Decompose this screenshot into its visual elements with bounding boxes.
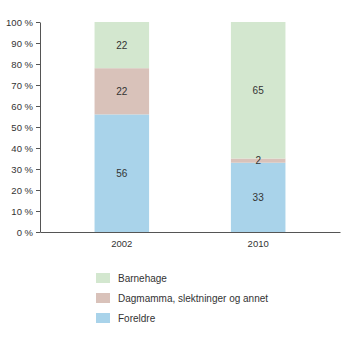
y-tick-label: 80 % <box>11 59 33 70</box>
y-tick-mark <box>36 85 40 86</box>
legend: Barnehage Dagmamma, slektninger og annet F… <box>96 273 268 324</box>
data-label: 56 <box>116 168 128 179</box>
legend-swatch <box>96 273 110 283</box>
bar-segment <box>95 114 150 232</box>
data-label: 65 <box>253 85 265 96</box>
y-axis-line <box>40 23 41 233</box>
bar-segment <box>231 163 286 232</box>
y-tick-label: 30 % <box>11 164 33 175</box>
bars <box>95 22 286 232</box>
legend-label: Foreldre <box>118 313 156 324</box>
y-tick: 80 % <box>11 59 40 70</box>
legend-item: Foreldre <box>96 313 156 324</box>
y-tick-mark <box>36 232 40 233</box>
data-label: 22 <box>116 40 128 51</box>
y-tick-label: 60 % <box>11 101 33 112</box>
y-tick: 0 % <box>17 227 40 238</box>
y-tick: 30 % <box>11 164 40 175</box>
bar-segment <box>231 22 286 159</box>
y-tick-mark <box>36 190 40 191</box>
data-label: 33 <box>253 192 265 203</box>
y-tick-label: 90 % <box>11 38 33 49</box>
y-tick: 60 % <box>11 101 40 112</box>
y-tick-mark <box>36 22 40 23</box>
x-axis: 2002 2010 <box>41 233 341 249</box>
y-tick-label: 10 % <box>11 206 33 217</box>
y-tick: 70 % <box>11 80 40 91</box>
y-tick: 20 % <box>11 185 40 196</box>
y-tick: 50 % <box>11 122 40 133</box>
x-axis-line <box>41 232 341 233</box>
y-tick-mark <box>36 64 40 65</box>
bar-segment <box>95 22 150 68</box>
y-tick-mark <box>36 106 40 107</box>
y-tick-label: 0 % <box>17 227 34 238</box>
legend-label: Dagmamma, slektninger og annet <box>118 293 268 304</box>
x-tick: 2002 <box>111 238 132 249</box>
y-tick-label: 50 % <box>11 122 33 133</box>
data-label: 2 <box>255 155 261 166</box>
y-tick-label: 40 % <box>11 143 33 154</box>
y-tick: 100 % <box>6 17 40 28</box>
x-tick-label: 2002 <box>111 238 132 249</box>
y-tick-mark <box>36 127 40 128</box>
y-tick: 40 % <box>11 143 40 154</box>
x-tick: 2010 <box>248 238 269 249</box>
data-label: 22 <box>116 86 128 97</box>
y-tick-mark <box>36 169 40 170</box>
chart: 563322222650 %10 %20 %30 %40 %50 %60 %70… <box>0 0 350 352</box>
y-tick-label: 20 % <box>11 185 33 196</box>
x-tick-label: 2010 <box>248 238 269 249</box>
legend-item: Barnehage <box>96 273 167 284</box>
legend-item: Dagmamma, slektninger og annet <box>96 293 268 304</box>
y-tick-mark <box>36 211 40 212</box>
y-tick-label: 100 % <box>6 17 33 28</box>
legend-swatch <box>96 313 110 323</box>
y-tick-mark <box>36 148 40 149</box>
y-tick-mark <box>36 43 40 44</box>
y-axis: 0 % 10 % 20 % 30 % 40 % 50 % 60 % 70 % 80 % 90 % 1… <box>6 17 40 238</box>
bar-segment <box>95 68 150 114</box>
data-labels: 56332222265 <box>116 40 264 203</box>
y-tick-label: 70 % <box>11 80 33 91</box>
legend-swatch <box>96 293 110 303</box>
y-tick: 10 % <box>11 206 40 217</box>
y-tick: 90 % <box>11 38 40 49</box>
legend-label: Barnehage <box>118 273 167 284</box>
